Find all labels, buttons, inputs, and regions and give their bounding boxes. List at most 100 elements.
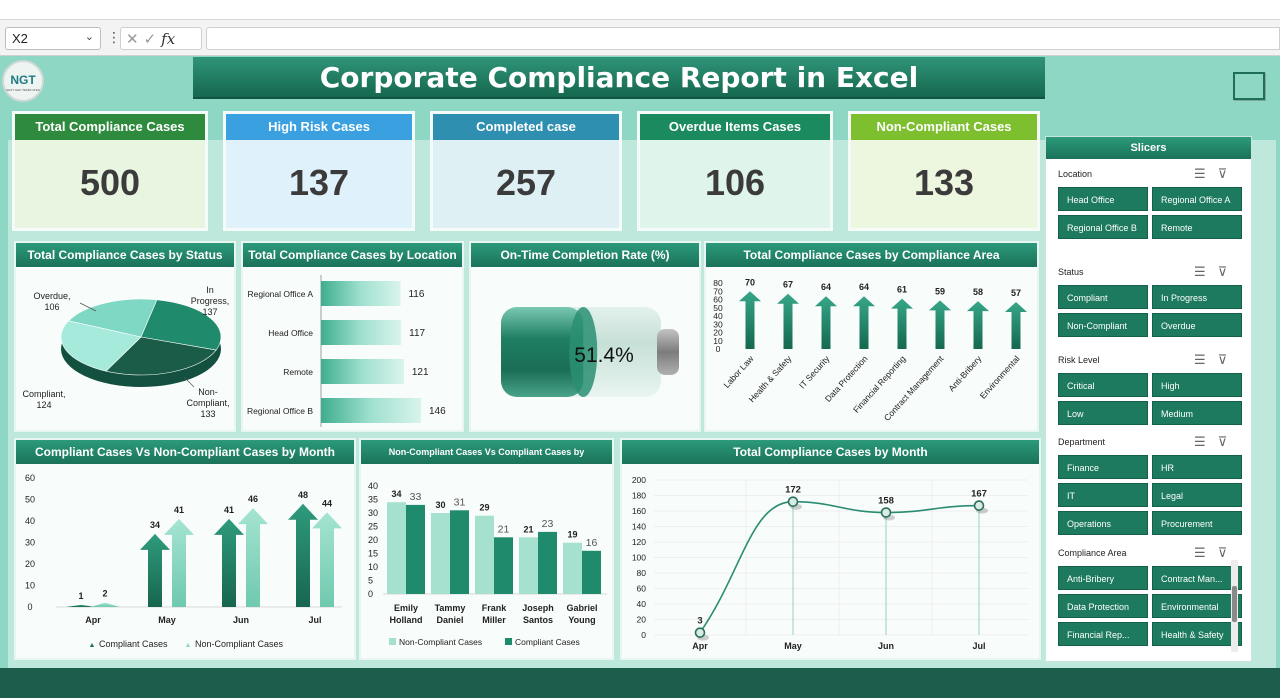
clear-filter-icon[interactable]: ⊽: [1217, 264, 1240, 279]
legend-label: Compliant Cases: [515, 637, 580, 647]
formula-actions: ✕✓fx: [120, 27, 202, 50]
more-options-icon[interactable]: ⋮: [107, 29, 121, 45]
clear-filter-icon[interactable]: ⊽: [1217, 352, 1240, 367]
multi-select-icon[interactable]: ☰: [1194, 545, 1218, 560]
kpi-value: 137: [288, 162, 350, 203]
slicer-item[interactable]: Head Office: [1058, 187, 1148, 211]
panel-month-compare[interactable]: Compliant Cases Vs Non-Compliant Cases b…: [14, 438, 356, 660]
slicer-item[interactable]: Remote: [1152, 215, 1242, 239]
kpi-completed[interactable]: Completed case 257: [430, 111, 622, 231]
cancel-icon[interactable]: ✕: [126, 31, 144, 48]
month-compare-arrow: [164, 518, 194, 607]
area-arrow-bar: [929, 300, 951, 349]
clear-filter-icon[interactable]: ⊽: [1217, 545, 1240, 560]
slicer-item[interactable]: High: [1152, 373, 1242, 397]
formula-input[interactable]: [206, 27, 1280, 50]
insert-function-icon[interactable]: fx: [161, 30, 176, 48]
kpi-overdue[interactable]: Overdue Items Cases 106: [637, 111, 833, 231]
data-label: 64: [859, 282, 869, 292]
data-label: 67: [783, 280, 793, 290]
pie-data-label: Overdue,: [33, 291, 70, 301]
area-arrow-bar: [967, 301, 989, 349]
y-tick-label: 50: [25, 495, 35, 505]
clear-filter-icon[interactable]: ⊽: [1217, 166, 1240, 181]
category-label: Regional Office A: [247, 289, 313, 299]
slicer-item[interactable]: Regional Office B: [1058, 215, 1148, 239]
slicer-item[interactable]: HR: [1152, 455, 1242, 479]
panel-ontime[interactable]: On-Time Completion Rate (%) 51.4%: [469, 241, 701, 432]
category-label: Young: [568, 615, 595, 625]
shape-placeholder[interactable]: [1233, 72, 1265, 100]
slicer-item[interactable]: Anti-Bribery: [1058, 566, 1148, 590]
kpi-non-compliant[interactable]: Non-Compliant Cases 133: [848, 111, 1040, 231]
slicer-scrollbar[interactable]: [1231, 560, 1238, 652]
slicer-item[interactable]: Non-Compliant: [1058, 313, 1148, 337]
category-label: Labor Law: [721, 353, 756, 390]
data-label: 34: [150, 520, 160, 530]
slicer-item[interactable]: Contract Man...: [1152, 566, 1242, 590]
slicer-item[interactable]: Compliant: [1058, 285, 1148, 309]
slicer-item[interactable]: Medium: [1152, 401, 1242, 425]
slicer-item[interactable]: Procurement: [1152, 511, 1242, 535]
slicer-item[interactable]: IT: [1058, 483, 1148, 507]
multi-select-icon[interactable]: ☰: [1194, 264, 1218, 279]
category-label: Remote: [283, 367, 313, 377]
confirm-icon[interactable]: ✓: [143, 31, 162, 48]
y-tick-label: 20: [637, 615, 647, 625]
multi-select-icon[interactable]: ☰: [1194, 352, 1218, 367]
kpi-value: 257: [495, 162, 557, 203]
multi-select-icon[interactable]: ☰: [1194, 434, 1218, 449]
data-label: 70: [745, 277, 755, 287]
pie-data-label: In: [206, 285, 214, 295]
data-label: 33: [410, 491, 422, 503]
data-label: 21: [498, 523, 510, 535]
slicer-item[interactable]: Regional Office A: [1152, 187, 1242, 211]
person-bar: [406, 504, 425, 594]
panel-area[interactable]: Total Compliance Cases by Compliance Are…: [704, 241, 1039, 432]
clear-filter-icon[interactable]: ⊽: [1217, 434, 1240, 449]
data-label: 121: [412, 367, 429, 378]
y-tick-label: 20: [368, 535, 378, 545]
slicer-item[interactable]: Environmental: [1152, 594, 1242, 618]
slicer-item[interactable]: In Progress: [1152, 285, 1242, 309]
chevron-down-icon[interactable]: ⌄: [84, 31, 94, 43]
slicer-item[interactable]: Health & Safety: [1152, 622, 1242, 646]
data-label: 158: [878, 496, 894, 507]
slicer-item[interactable]: Financial Rep...: [1058, 622, 1148, 646]
pie-slice: [105, 336, 217, 376]
data-label: 48: [298, 490, 308, 500]
slicer-item[interactable]: Operations: [1058, 511, 1148, 535]
kpi-high-risk[interactable]: High Risk Cases 137: [223, 111, 415, 231]
panel-person[interactable]: Non-Compliant Cases Vs Compliant Cases b…: [359, 438, 614, 660]
window-top-strip: [0, 0, 1280, 20]
page-title: Corporate Compliance Report in Excel: [319, 61, 919, 94]
slicer-item[interactable]: Overdue: [1152, 313, 1242, 337]
scrollbar-thumb[interactable]: [1232, 586, 1237, 622]
data-label: 59: [935, 286, 945, 296]
kpi-total-cases[interactable]: Total Compliance Cases 500: [12, 111, 208, 231]
slicer-title: Status: [1058, 267, 1084, 277]
panel-month-total[interactable]: Total Compliance Cases by Month 0 20 40 60 8…: [620, 438, 1041, 660]
data-label: 117: [409, 328, 425, 339]
panel-status[interactable]: Total Compliance Cases by Status Overdue…: [14, 241, 236, 432]
kpi-label: Non-Compliant Cases: [851, 114, 1037, 140]
name-box[interactable]: X2 ⌄: [5, 27, 101, 50]
area-arrow-bar: [1005, 301, 1027, 349]
panel-location[interactable]: Total Compliance Cases by Location Regio…: [241, 241, 464, 432]
slicer-item[interactable]: Low: [1058, 401, 1148, 425]
data-point: [973, 500, 985, 511]
legend-label: Non-Compliant Cases: [399, 637, 482, 647]
category-label: Regional Office B: [247, 406, 313, 416]
slicer-item[interactable]: Critical: [1058, 373, 1148, 397]
formula-bar: X2 ⌄ ⋮ ✕✓fx: [0, 20, 1280, 56]
data-point: [880, 507, 892, 518]
category-label: Daniel: [436, 615, 463, 625]
data-label: 29: [479, 503, 489, 513]
y-tick-label: 80: [637, 568, 647, 578]
kpi-value: 133: [913, 162, 975, 203]
y-tick-label: 140: [632, 522, 646, 532]
slicer-item[interactable]: Finance: [1058, 455, 1148, 479]
slicer-item[interactable]: Legal: [1152, 483, 1242, 507]
multi-select-icon[interactable]: ☰: [1194, 166, 1218, 181]
slicer-item[interactable]: Data Protection: [1058, 594, 1148, 618]
